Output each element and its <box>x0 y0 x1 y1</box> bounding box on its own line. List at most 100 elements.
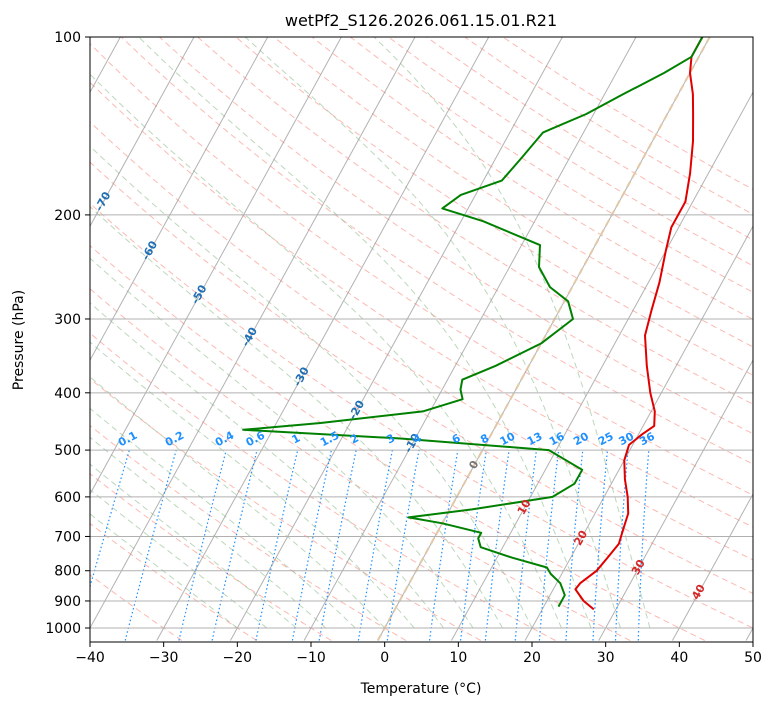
isotherm-label: -60 <box>139 238 160 262</box>
isotherm-line <box>90 37 342 496</box>
x-tick-label: 10 <box>449 650 467 666</box>
moist-adiabat-line <box>373 37 651 629</box>
x-tick-label: 30 <box>597 650 615 666</box>
mixing-ratio-label: 36 <box>637 430 657 449</box>
isotherm-label: 40 <box>689 582 708 602</box>
x-tick-label: −20 <box>223 650 253 666</box>
isotherm-line <box>672 493 753 641</box>
chart-title: wetPf2_S126.2026.061.15.01.R21 <box>285 11 557 31</box>
moist-adiabat-line <box>90 489 268 629</box>
dry-adiabat-line <box>235 37 753 376</box>
mixing-ratio-label: 13 <box>525 430 545 449</box>
mixing-ratio-label: 20 <box>571 430 591 449</box>
isotherm-label: -30 <box>291 365 312 389</box>
dry-adiabat-line <box>197 37 753 405</box>
isotherm-line <box>745 626 753 641</box>
x-tick-label: 40 <box>670 650 688 666</box>
mixing-ratio-line <box>428 450 459 641</box>
isotherm-label: -90 <box>0 96 18 120</box>
x-tick-label: 20 <box>523 650 541 666</box>
moist-adiabat-line <box>90 463 297 629</box>
line-labels: -100-90-80-70-60-50-40-30-20-10010203040… <box>0 96 708 602</box>
x-axis-label: Temperature (°C) <box>360 681 482 697</box>
y-tick-label: 100 <box>54 30 81 46</box>
mixing-ratio-label: 0.4 <box>213 429 237 450</box>
plot-frame <box>89 36 754 643</box>
moist-adiabat-line <box>90 257 474 629</box>
isotherm-line <box>230 37 563 641</box>
dewpoint-profile-line <box>242 37 704 608</box>
moist-adiabat-line <box>244 37 621 629</box>
isotherm-line <box>303 37 637 641</box>
y-tick-label: 700 <box>54 529 81 545</box>
isotherm-line <box>156 37 490 641</box>
y-tick-label: 200 <box>54 208 81 224</box>
mixing-ratio-line <box>178 449 227 641</box>
mixing-ratio-label: 10 <box>498 430 518 449</box>
dry-adiabat-line <box>90 522 257 641</box>
x-tick-label: 50 <box>744 650 762 666</box>
moist-adiabat-line <box>90 205 503 629</box>
isotherm-line <box>524 225 753 641</box>
dry-adiabat-line <box>90 424 407 641</box>
isotherm-line <box>598 359 753 641</box>
mixing-ratio-label: 30 <box>617 430 637 449</box>
moist-adiabat-line <box>90 73 562 629</box>
isotherm-line <box>90 37 416 630</box>
temperature-profile-line <box>574 37 704 611</box>
mixing-ratio-label: 2 <box>348 431 361 446</box>
dry-adiabat-line <box>90 161 753 594</box>
dry-adiabat-line <box>349 37 753 293</box>
moist-adiabat-line <box>90 302 444 629</box>
dry-adiabat-line <box>311 37 753 320</box>
dry-adiabat-line <box>90 473 332 641</box>
moist-adiabat-line <box>90 407 356 629</box>
axis-ticks: −40 −30 −20 −10 0 10 20 30 40 5010020030040050060… <box>45 30 762 666</box>
dry-adiabat-line <box>120 37 753 465</box>
moist-adiabat-line <box>138 37 592 629</box>
mixing-ratio-label: 16 <box>547 430 567 449</box>
profile-series <box>242 37 704 611</box>
dry-adiabat-line <box>90 202 753 629</box>
dry-adiabat-line <box>90 288 631 641</box>
dry-adiabat-line <box>464 37 753 215</box>
zero-isotherm-line <box>376 37 711 642</box>
mixing-ratio-line <box>211 449 258 641</box>
x-tick-label: 0 <box>380 650 389 666</box>
moist-adiabat-line <box>90 513 238 629</box>
isotherm-label: -70 <box>92 189 113 213</box>
moist-adiabat-line <box>90 341 415 629</box>
y-tick-label: 800 <box>54 564 81 580</box>
x-tick-label: −10 <box>296 650 326 666</box>
mixing-ratio-label: 1.5 <box>318 429 341 450</box>
isotherm-line <box>90 37 269 362</box>
mixing-ratio-line <box>291 449 332 641</box>
mixing-ratio-line <box>514 450 537 641</box>
dry-adiabat-line <box>90 378 481 641</box>
mixing-ratio-line <box>460 450 487 641</box>
isotherm-line <box>451 91 753 641</box>
dry-adiabat-line <box>388 37 753 267</box>
mixing-ratio-label: 6 <box>450 431 463 446</box>
dry-adiabat-line <box>90 332 556 641</box>
isotherm-label: -50 <box>189 282 210 306</box>
dry-adiabat-line <box>90 574 183 641</box>
y-tick-label: 500 <box>54 443 81 459</box>
mixing-ratio-line <box>386 449 420 641</box>
mixing-ratio-label: 0.2 <box>163 429 186 450</box>
mixing-ratio-line <box>357 449 393 641</box>
mixing-ratio-line <box>538 450 560 641</box>
moist-adiabat-line <box>90 436 327 629</box>
mixing-ratio-line <box>90 449 130 589</box>
y-axis-label: Pressure (hPa) <box>11 290 27 390</box>
isotherm-label: -80 <box>45 142 66 166</box>
background-lines <box>90 37 753 642</box>
mixing-ratio-line <box>484 450 510 641</box>
dry-adiabat-line <box>159 37 753 435</box>
mixing-ratio-line <box>124 449 177 641</box>
dry-adiabat-line <box>90 43 753 496</box>
x-tick-label: −40 <box>75 650 105 666</box>
dry-adiabat-line <box>90 81 753 528</box>
